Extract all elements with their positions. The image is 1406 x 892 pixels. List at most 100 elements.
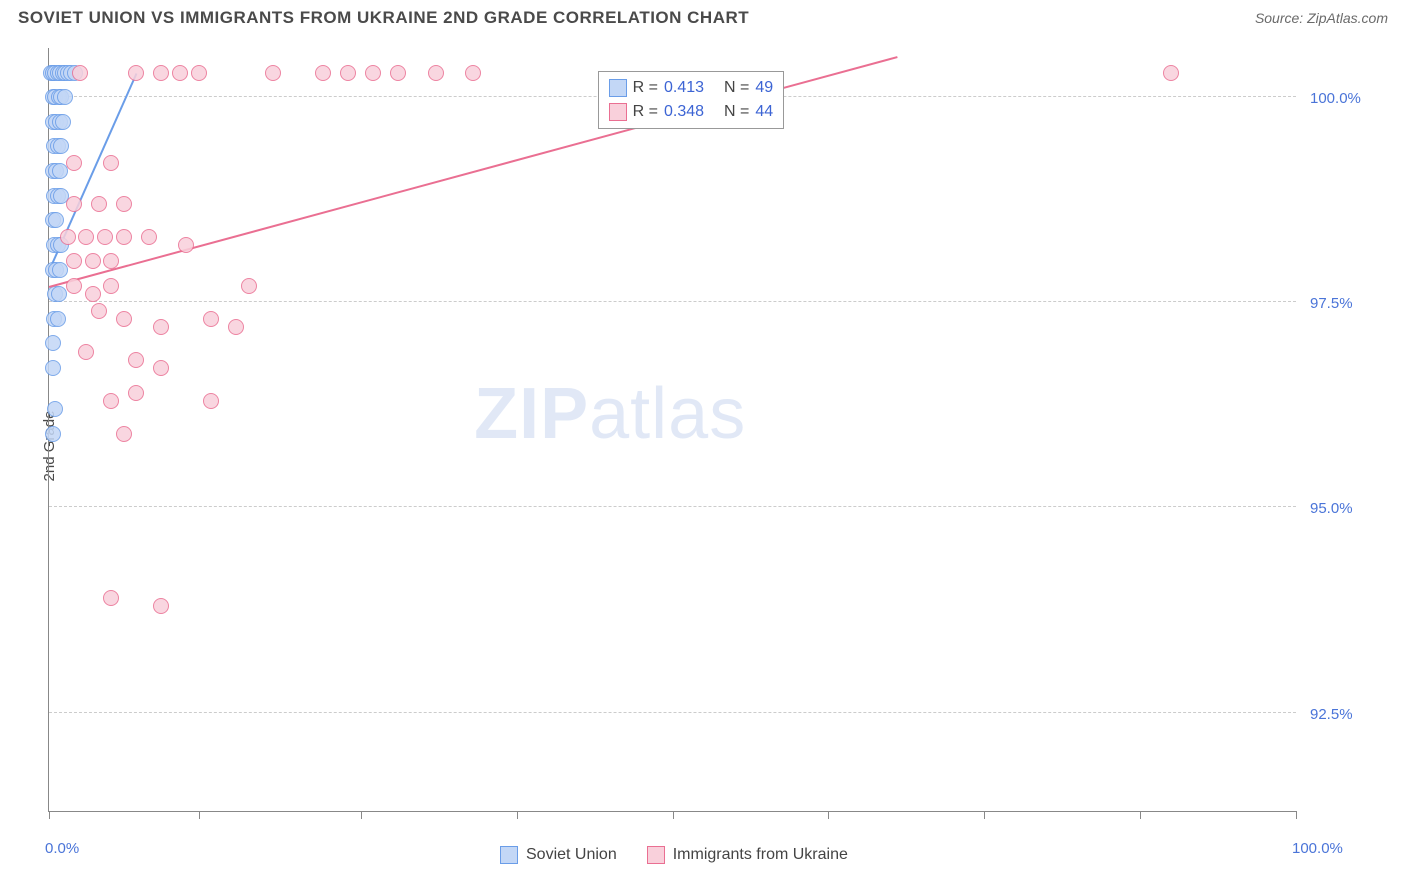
data-point-ukraine (340, 65, 356, 81)
data-point-soviet (57, 89, 73, 105)
data-point-ukraine (265, 65, 281, 81)
data-point-ukraine (203, 311, 219, 327)
data-point-ukraine (465, 65, 481, 81)
data-point-soviet (48, 212, 64, 228)
legend-bottom: Soviet Union Immigrants from Ukraine (500, 846, 848, 864)
data-point-ukraine (172, 65, 188, 81)
data-point-ukraine (103, 278, 119, 294)
legend-label: Soviet Union (526, 846, 617, 864)
n-label: N = (724, 100, 749, 124)
x-tick-label: 0.0% (45, 840, 79, 857)
data-point-ukraine (66, 253, 82, 269)
chart-source: Source: ZipAtlas.com (1255, 10, 1388, 26)
data-point-ukraine (428, 65, 444, 81)
data-point-ukraine (153, 360, 169, 376)
y-tick-label: 92.5% (1310, 706, 1353, 723)
data-point-soviet (55, 114, 71, 130)
n-value: 49 (755, 76, 773, 100)
source-label: Source: (1255, 10, 1303, 26)
data-point-ukraine (178, 237, 194, 253)
data-point-soviet (47, 401, 63, 417)
data-point-ukraine (91, 196, 107, 212)
data-point-ukraine (128, 352, 144, 368)
data-point-ukraine (203, 393, 219, 409)
data-point-ukraine (153, 319, 169, 335)
legend-correlation-box: R =0.413N =49R =0.348N =44 (598, 71, 784, 129)
watermark: ZIPatlas (474, 373, 746, 455)
chart-title: SOVIET UNION VS IMMIGRANTS FROM UKRAINE … (18, 8, 749, 28)
data-point-ukraine (91, 303, 107, 319)
data-point-ukraine (97, 229, 113, 245)
data-point-soviet (51, 286, 67, 302)
y-tick-label: 100.0% (1310, 90, 1361, 107)
data-point-ukraine (103, 393, 119, 409)
data-point-ukraine (141, 229, 157, 245)
data-point-ukraine (103, 590, 119, 606)
data-point-ukraine (66, 155, 82, 171)
data-point-ukraine (390, 65, 406, 81)
x-tick (361, 811, 362, 819)
data-point-ukraine (128, 65, 144, 81)
x-tick (673, 811, 674, 819)
r-label: R = (633, 76, 658, 100)
n-label: N = (724, 76, 749, 100)
legend-row-soviet: R =0.413N =49 (609, 76, 773, 100)
data-point-ukraine (228, 319, 244, 335)
data-point-ukraine (153, 65, 169, 81)
data-point-ukraine (78, 344, 94, 360)
data-point-ukraine (60, 229, 76, 245)
data-point-ukraine (153, 598, 169, 614)
data-point-ukraine (365, 65, 381, 81)
swatch-ukraine-icon (647, 846, 665, 864)
data-point-soviet (50, 311, 66, 327)
x-tick (828, 811, 829, 819)
x-tick (517, 811, 518, 819)
gridline (49, 712, 1296, 713)
data-point-soviet (53, 138, 69, 154)
plot-surface: 92.5%95.0%97.5%100.0%0.0%100.0%ZIPatlasR… (49, 48, 1296, 811)
x-tick (984, 811, 985, 819)
chart-header: SOVIET UNION VS IMMIGRANTS FROM UKRAINE … (0, 0, 1406, 32)
y-tick-label: 97.5% (1310, 295, 1353, 312)
plot-area: 92.5%95.0%97.5%100.0%0.0%100.0%ZIPatlasR… (48, 48, 1296, 812)
legend-label: Immigrants from Ukraine (673, 846, 848, 864)
x-tick (1296, 811, 1297, 819)
r-label: R = (633, 100, 658, 124)
legend-row-ukraine: R =0.348N =44 (609, 100, 773, 124)
data-point-soviet (45, 335, 61, 351)
data-point-ukraine (116, 426, 132, 442)
data-point-soviet (45, 360, 61, 376)
swatch-soviet-icon (500, 846, 518, 864)
data-point-ukraine (116, 229, 132, 245)
swatch-ukraine-icon (609, 103, 627, 121)
data-point-ukraine (315, 65, 331, 81)
x-tick (199, 811, 200, 819)
x-tick (49, 811, 50, 819)
data-point-ukraine (116, 311, 132, 327)
data-point-ukraine (85, 253, 101, 269)
y-tick-label: 95.0% (1310, 500, 1353, 517)
legend-item-soviet: Soviet Union (500, 846, 617, 864)
swatch-soviet-icon (609, 79, 627, 97)
r-value: 0.348 (664, 100, 718, 124)
data-point-ukraine (85, 286, 101, 302)
data-point-ukraine (1163, 65, 1179, 81)
data-point-ukraine (103, 253, 119, 269)
data-point-ukraine (66, 196, 82, 212)
data-point-ukraine (66, 278, 82, 294)
data-point-ukraine (241, 278, 257, 294)
gridline (49, 506, 1296, 507)
n-value: 44 (755, 100, 773, 124)
r-value: 0.413 (664, 76, 718, 100)
data-point-ukraine (128, 385, 144, 401)
x-tick-label: 100.0% (1292, 840, 1343, 857)
data-point-soviet (45, 426, 61, 442)
source-value: ZipAtlas.com (1307, 10, 1388, 26)
legend-item-ukraine: Immigrants from Ukraine (647, 846, 848, 864)
gridline (49, 301, 1296, 302)
data-point-ukraine (78, 229, 94, 245)
data-point-ukraine (191, 65, 207, 81)
data-point-ukraine (72, 65, 88, 81)
x-tick (1140, 811, 1141, 819)
data-point-ukraine (116, 196, 132, 212)
